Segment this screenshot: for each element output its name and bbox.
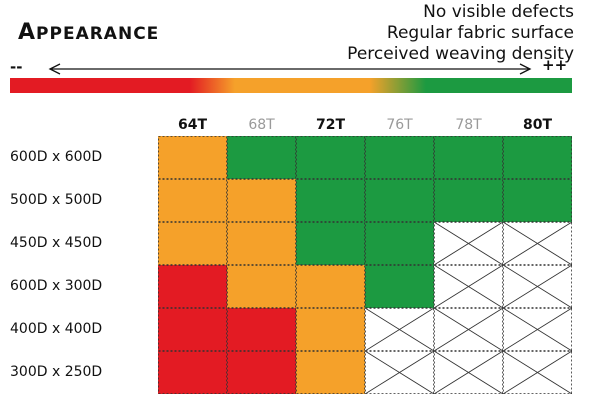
appearance-title: APPEARANCE xyxy=(18,20,159,45)
matrix-cell-empty xyxy=(434,265,503,308)
matrix-cell-empty xyxy=(434,222,503,265)
scale-high-label: ++ xyxy=(542,56,568,74)
row-header: 300D x 250D xyxy=(10,364,103,380)
matrix-cell-red xyxy=(158,351,227,394)
matrix-cell-orange xyxy=(158,136,227,179)
column-header: 64T xyxy=(177,117,208,133)
criteria-list: No visible defects Regular fabric surfac… xyxy=(347,2,574,65)
matrix-cell-empty xyxy=(365,308,434,351)
matrix-cell-orange xyxy=(296,265,365,308)
row-header: 450D x 450D xyxy=(10,235,103,251)
criterion-density: Perceived weaving density xyxy=(347,44,574,64)
matrix-cell-red xyxy=(227,351,296,394)
matrix-cell-red xyxy=(227,308,296,351)
matrix-cell-green xyxy=(296,222,365,265)
matrix-cell-orange xyxy=(227,179,296,222)
column-header: 80T xyxy=(522,117,553,133)
row-header: 400D x 400D xyxy=(10,321,103,337)
matrix-cell-orange xyxy=(158,222,227,265)
title-initial: A xyxy=(18,20,37,45)
column-header: 78T xyxy=(455,117,482,133)
matrix-cell-green xyxy=(434,136,503,179)
title-rest: PPEARANCE xyxy=(36,24,160,44)
criterion-defects: No visible defects xyxy=(423,2,574,22)
double-arrow-icon xyxy=(48,63,532,75)
row-header: 600D x 300D xyxy=(10,278,103,294)
matrix-cell-empty xyxy=(503,351,572,394)
matrix-cell-green xyxy=(434,179,503,222)
matrix-cell-green xyxy=(365,136,434,179)
matrix-cell-orange xyxy=(227,222,296,265)
matrix-cell-green xyxy=(365,179,434,222)
column-header: 76T xyxy=(386,117,413,133)
column-header: 68T xyxy=(248,117,275,133)
matrix-cell-empty xyxy=(434,308,503,351)
matrix-cell-orange xyxy=(227,265,296,308)
column-header: 72T xyxy=(315,117,346,133)
matrix-cell-empty xyxy=(503,222,572,265)
matrix-cell-red xyxy=(158,265,227,308)
quality-gradient-bar xyxy=(10,78,572,93)
matrix-cell-orange xyxy=(158,179,227,222)
matrix-cell-empty xyxy=(365,351,434,394)
scale-low-label: -- xyxy=(10,58,23,76)
appearance-matrix xyxy=(158,136,572,396)
matrix-cell-green xyxy=(503,136,572,179)
matrix-cell-empty xyxy=(503,308,572,351)
matrix-cell-green xyxy=(296,136,365,179)
matrix-cell-green xyxy=(365,265,434,308)
matrix-cell-green xyxy=(296,179,365,222)
row-header: 600D x 600D xyxy=(10,149,103,165)
criterion-surface: Regular fabric surface xyxy=(386,23,574,43)
matrix-cell-green xyxy=(365,222,434,265)
matrix-cell-empty xyxy=(503,265,572,308)
matrix-cell-empty xyxy=(434,351,503,394)
matrix-cell-green xyxy=(503,179,572,222)
matrix-cell-orange xyxy=(296,308,365,351)
matrix-cell-red xyxy=(158,308,227,351)
row-header: 500D x 500D xyxy=(10,192,103,208)
matrix-cell-green xyxy=(227,136,296,179)
matrix-cell-orange xyxy=(296,351,365,394)
